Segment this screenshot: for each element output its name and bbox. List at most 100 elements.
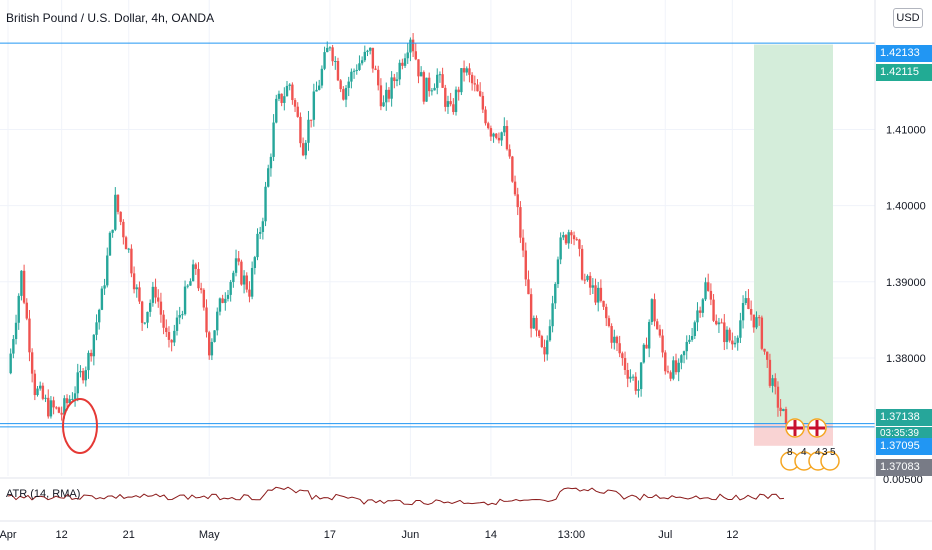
candle-body bbox=[715, 320, 718, 325]
candle-body bbox=[205, 307, 208, 333]
candle-body bbox=[57, 407, 61, 413]
candle-body bbox=[336, 60, 340, 81]
candle-body bbox=[755, 317, 758, 328]
candle-body bbox=[352, 70, 356, 72]
candle-body bbox=[470, 74, 474, 84]
candle-body bbox=[379, 85, 383, 107]
candle-body bbox=[618, 343, 621, 354]
candle-body bbox=[586, 275, 589, 281]
price-tick-label: 1.38000 bbox=[886, 353, 926, 365]
candle-body bbox=[674, 360, 678, 373]
candle-body bbox=[253, 257, 257, 268]
candle-body bbox=[752, 314, 756, 328]
candle-body bbox=[261, 221, 265, 232]
candle-body bbox=[425, 77, 428, 102]
candle-body bbox=[60, 412, 63, 415]
candle-body bbox=[245, 275, 248, 290]
candle-body bbox=[12, 339, 15, 354]
candle-body bbox=[473, 83, 476, 85]
horizontal-levels[interactable] bbox=[0, 42, 875, 428]
candle-body bbox=[647, 322, 651, 349]
candle-body bbox=[395, 79, 399, 82]
bar-countdown: 03:35:39 bbox=[876, 427, 932, 441]
candle-body bbox=[495, 133, 498, 138]
candle-body bbox=[87, 352, 90, 371]
candle-body bbox=[226, 294, 230, 299]
candle-body bbox=[68, 399, 71, 404]
candle-body bbox=[309, 119, 313, 121]
candle-body bbox=[575, 239, 578, 241]
candle-body bbox=[307, 119, 310, 143]
candle-body bbox=[291, 84, 294, 101]
candle-body bbox=[626, 369, 629, 379]
candle-body bbox=[712, 299, 715, 321]
candle-body bbox=[299, 116, 302, 144]
candle-body bbox=[580, 248, 584, 280]
candle-body bbox=[280, 93, 283, 103]
candle-body bbox=[782, 408, 785, 411]
economic-event-flags[interactable]: 8 4 4 3 5 bbox=[780, 418, 840, 471]
candle-body bbox=[656, 321, 659, 330]
us-flag-icon[interactable] bbox=[820, 451, 840, 471]
hand-drawn-circle-annotation[interactable] bbox=[62, 398, 98, 454]
candle-body bbox=[293, 100, 297, 107]
candle-body bbox=[288, 84, 291, 86]
candle-body bbox=[138, 287, 141, 302]
candle-body bbox=[165, 327, 168, 333]
candle-body bbox=[419, 72, 423, 77]
candle-body bbox=[240, 261, 243, 285]
candle-body bbox=[98, 309, 101, 323]
candle-body bbox=[301, 143, 305, 156]
candle-body bbox=[597, 287, 600, 303]
candle-body bbox=[159, 301, 163, 315]
candle-body bbox=[749, 309, 753, 315]
candle-body bbox=[460, 68, 463, 93]
candle-body bbox=[645, 344, 648, 349]
candle-body bbox=[704, 282, 707, 300]
candle-body bbox=[698, 310, 702, 313]
candle-body bbox=[148, 302, 152, 312]
currency-button[interactable]: USD bbox=[893, 8, 923, 28]
candle-body bbox=[637, 389, 640, 391]
candle-body bbox=[457, 89, 460, 93]
candle-body bbox=[688, 339, 691, 342]
candle-body bbox=[696, 310, 699, 323]
price-tag-stop: 1.37083 bbox=[876, 459, 932, 476]
candle-body bbox=[132, 273, 136, 290]
svg-text:4: 4 bbox=[815, 447, 821, 458]
candle-body bbox=[315, 89, 318, 92]
candle-body bbox=[275, 98, 278, 123]
candle-body bbox=[221, 298, 224, 303]
time-axis-ticks: Apr 12 21 May 17 Jun 14 13:00 Jul 12 bbox=[0, 529, 738, 541]
candle-body bbox=[186, 285, 189, 287]
candle-body bbox=[559, 237, 562, 260]
candle-body bbox=[73, 393, 77, 399]
candle-body bbox=[615, 336, 619, 344]
candle-body bbox=[339, 80, 342, 90]
candle-body bbox=[371, 47, 375, 69]
candle-body bbox=[594, 285, 597, 303]
candle-body bbox=[605, 306, 608, 319]
candle-body bbox=[540, 336, 544, 347]
candle-body bbox=[92, 334, 96, 357]
candle-body bbox=[623, 358, 627, 370]
time-tick-label: 12 bbox=[56, 529, 68, 541]
atr-indicator-label[interactable]: ATR (14, RMA) bbox=[6, 488, 81, 500]
candle-body bbox=[210, 341, 214, 356]
candle-body bbox=[741, 302, 745, 321]
candle-body bbox=[119, 211, 122, 222]
chart-title: British Pound / U.S. Dollar, 4h, OANDA bbox=[6, 11, 215, 25]
candle-body bbox=[631, 376, 635, 378]
candle-body bbox=[199, 288, 203, 290]
candle-body bbox=[342, 89, 345, 100]
candle-body bbox=[682, 351, 686, 356]
candle-body bbox=[242, 275, 246, 285]
candle-body bbox=[393, 77, 396, 82]
candle-body bbox=[693, 322, 696, 336]
time-tick-label: Apr bbox=[0, 529, 17, 541]
profit-zone[interactable] bbox=[754, 44, 833, 424]
candle-body bbox=[398, 62, 401, 80]
candle-body bbox=[191, 264, 195, 282]
candle-body bbox=[167, 332, 171, 340]
